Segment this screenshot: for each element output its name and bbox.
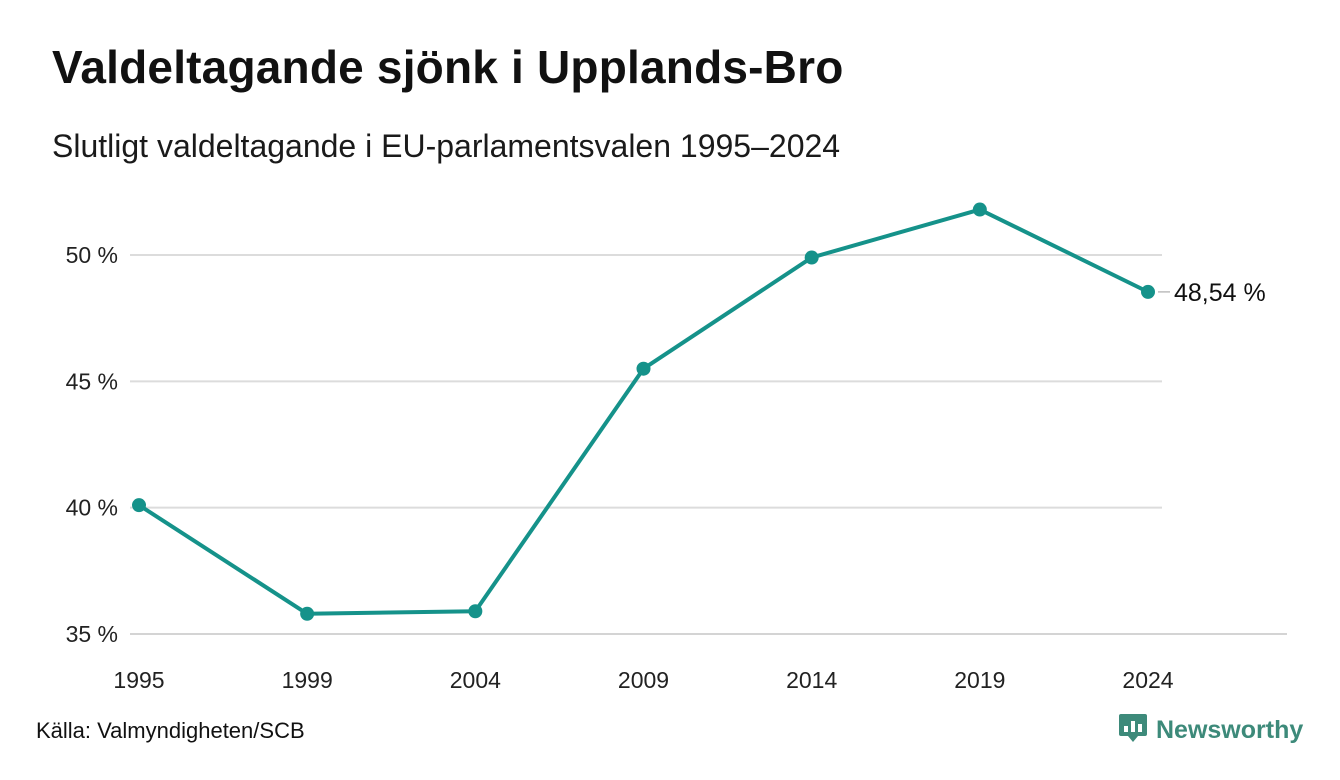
data-point: [1141, 284, 1155, 299]
x-tick-label: 2019: [954, 667, 1005, 693]
data-point: [804, 250, 819, 265]
x-tick-label: 2009: [618, 667, 669, 693]
y-tick-label: 45 %: [66, 368, 118, 394]
brand-logo: Newsworthy: [1118, 712, 1303, 749]
gridlines: [130, 254, 1287, 635]
y-tick-label: 35 %: [66, 621, 118, 647]
y-tick-label: 40 %: [66, 495, 118, 521]
newsworthy-logo-icon: [1118, 712, 1148, 749]
y-tick-label: 50 %: [66, 242, 118, 268]
series-line: [137, 207, 1150, 616]
series: [132, 202, 1155, 621]
data-point: [468, 604, 483, 619]
end-value-label: 48,54 %: [1174, 279, 1266, 307]
source-note: Källa: Valmyndigheten/SCB: [36, 718, 305, 743]
x-axis: 1995 1999 2004 2009 2014 2019 2024: [113, 667, 1173, 693]
data-point: [636, 361, 651, 376]
brand-name: Newsworthy: [1156, 716, 1304, 744]
y-axis: 35 % 40 % 45 % 50 %: [66, 242, 118, 647]
x-tick-label: 2024: [1122, 667, 1173, 693]
x-tick-label: 2004: [450, 667, 501, 693]
chart-subtitle: Slutligt valdeltagande i EU-parlamentsva…: [52, 128, 841, 164]
data-point: [132, 498, 146, 513]
x-tick-label: 1999: [282, 667, 333, 693]
end-annotation: 48,54 %: [1158, 279, 1266, 307]
x-tick-label: 2014: [786, 667, 837, 693]
data-point: [972, 202, 987, 217]
x-tick-label: 1995: [113, 667, 164, 693]
chart-title: Valdeltagande sjönk i Upplands-Bro: [52, 41, 844, 93]
data-point: [300, 606, 315, 621]
